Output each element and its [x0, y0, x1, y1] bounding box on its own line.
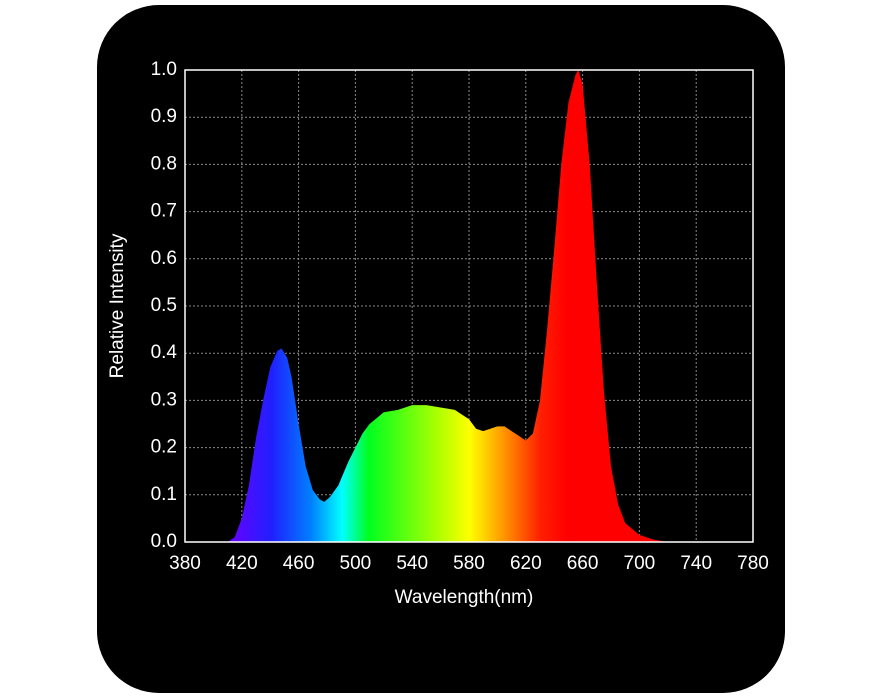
x-tick-label: 460	[283, 553, 315, 574]
plot	[227, 70, 668, 542]
x-tick-label: 500	[340, 553, 372, 574]
x-tick-label: 420	[226, 553, 258, 574]
y-axis-label: Relative Intensity	[107, 233, 128, 378]
x-tick-label: 660	[567, 553, 599, 574]
x-tick-label: 540	[396, 553, 428, 574]
y-tick-label: 0.0	[151, 531, 177, 552]
x-tick-label: 580	[453, 553, 485, 574]
x-tick-label: 780	[737, 553, 769, 574]
y-tick-label: 0.4	[151, 342, 178, 363]
x-axis-label: Wavelength(nm)	[395, 587, 534, 608]
y-tick-label: 0.5	[151, 295, 177, 316]
y-tick-label: 0.6	[151, 248, 177, 269]
x-tick-label: 620	[510, 553, 542, 574]
spectrum-area	[227, 70, 668, 542]
y-tick-label: 0.9	[151, 106, 177, 127]
y-tick-label: 0.1	[151, 484, 177, 505]
y-tick-label: 0.7	[151, 201, 177, 222]
y-tick-label: 0.3	[151, 389, 177, 410]
x-tick-label: 380	[169, 553, 201, 574]
y-tick-label: 0.8	[151, 153, 177, 174]
x-tick-label: 700	[624, 553, 656, 574]
y-tick-label: 1.0	[151, 59, 177, 80]
x-tick-label: 740	[680, 553, 712, 574]
plot-frame	[184, 69, 754, 543]
y-tick-label: 0.2	[151, 437, 177, 458]
